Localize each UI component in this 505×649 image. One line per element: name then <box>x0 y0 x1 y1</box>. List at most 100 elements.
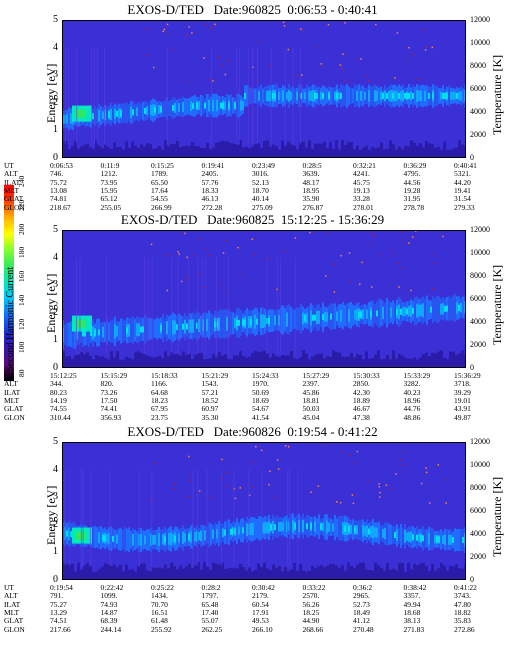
spectrogram-cell <box>290 91 292 101</box>
spectrogram-cell <box>185 566 188 580</box>
spectrogram-cell <box>372 525 374 539</box>
spectrogram-speck <box>171 49 173 51</box>
spectrogram-speck <box>173 483 176 485</box>
spectrogram-cell <box>264 314 266 328</box>
spectrogram-cell <box>152 534 154 545</box>
spectrogram-cell <box>254 143 257 158</box>
spectrogram-cell <box>80 569 83 580</box>
spectrogram-cell <box>98 531 100 544</box>
spectrogram-cell <box>374 354 377 368</box>
spectrogram-cell <box>224 101 226 110</box>
spectrogram-cell <box>398 92 400 99</box>
spectrogram-cell <box>318 310 320 324</box>
spectrogram-cell <box>142 326 144 333</box>
spectrogram-cell <box>170 143 173 158</box>
spectrogram-cell <box>263 562 266 580</box>
spectrogram-cell <box>206 358 209 368</box>
spectrogram-cell <box>275 355 278 368</box>
spectrogram-speck <box>185 34 188 36</box>
right-tick-label: 8000 <box>470 483 486 492</box>
spectrogram-stripe <box>204 257 206 355</box>
ephemeris-cell: 18.49 <box>353 607 370 617</box>
ephemeris-cell: 1099. <box>100 591 118 601</box>
spectrogram-cell <box>140 353 143 368</box>
y-tick-label: 1 <box>53 546 58 558</box>
spectrogram-cell <box>311 356 314 368</box>
spectrogram-cell <box>320 523 322 530</box>
spectrogram-cell <box>136 531 138 549</box>
ephemeris-cell: 64.68 <box>151 387 168 397</box>
spectrogram-cell <box>356 525 358 535</box>
spectrogram-cell <box>340 515 342 541</box>
spectrogram-speck <box>185 277 188 279</box>
spectrogram-cell <box>371 357 374 368</box>
spectrogram-cell <box>396 309 398 316</box>
spectrogram-cell <box>431 144 434 158</box>
ephemeris-cell: 0:33:22 <box>302 583 326 592</box>
spectrogram-cell <box>222 528 224 538</box>
panel-3: EXOS-D/TED Date:960826 0:19:54 - 0:41:22… <box>0 422 505 649</box>
spectrogram-speck <box>340 254 342 257</box>
ephemeris-row-label: ALT <box>4 169 18 179</box>
ephemeris-cell: 55.07 <box>201 616 219 626</box>
spectrogram <box>62 230 466 368</box>
spectrogram-cell <box>310 90 312 102</box>
ephemeris-cell: 2397. <box>302 379 320 389</box>
spectrogram-cell <box>89 355 92 368</box>
spectrogram-cell <box>176 140 179 158</box>
y-axis-label: Energy [eV] <box>44 63 58 123</box>
spectrogram-cell <box>366 525 368 538</box>
spectrogram-cell <box>428 143 431 158</box>
ephemeris-cell: 746. <box>50 169 64 179</box>
spectrogram-speck <box>187 496 190 498</box>
spectrogram-cell <box>400 523 402 548</box>
spectrogram-cell <box>86 563 89 580</box>
spectrogram-cell <box>398 353 401 368</box>
spectrogram-cell <box>398 563 401 580</box>
spectrogram-speck <box>442 235 444 238</box>
spectrogram-cell <box>234 102 236 109</box>
spectrogram-cell <box>128 527 130 553</box>
spectrogram-cell <box>278 149 281 158</box>
spectrogram-cell <box>407 562 410 580</box>
spectrogram-cell <box>380 142 383 158</box>
spectrogram-cell <box>449 351 452 368</box>
spectrogram-speck <box>199 491 201 494</box>
spectrogram-cell <box>116 534 118 544</box>
spectrogram-cell <box>89 566 92 580</box>
spectrogram-speck <box>414 230 417 232</box>
y-tick-label: 0 <box>53 152 58 163</box>
y-tick-label: 4 <box>53 41 58 53</box>
spectrogram-cell <box>160 106 162 113</box>
spectrogram-cell <box>143 563 146 580</box>
spectrogram-cell <box>378 521 380 545</box>
spectrogram-cell <box>272 92 274 99</box>
spectrogram-cell <box>126 528 128 551</box>
spectrogram-cell <box>266 140 269 158</box>
spectrogram-cell <box>288 90 290 102</box>
spectrogram-speck <box>287 48 290 51</box>
spectrogram-cell <box>134 318 136 342</box>
spectrogram-cell <box>335 351 338 368</box>
spectrogram-cell <box>378 87 380 104</box>
ephemeris-cell: 15:15:29 <box>100 371 128 380</box>
spectrogram-cell <box>455 564 458 580</box>
spectrogram-speck <box>186 81 188 83</box>
ephemeris-table: UT 15:12:25 15:15:29 15:18:33 15:21:29 15:24:… <box>0 371 505 432</box>
spectrogram-cell <box>164 318 166 338</box>
spectrogram-speck <box>379 491 381 494</box>
spectrogram-cell <box>264 86 266 106</box>
spectrogram-speck <box>234 497 237 500</box>
ephemeris-cell: 244.14 <box>100 624 122 634</box>
spectrogram-stripe <box>93 47 95 145</box>
spectrogram-cell <box>329 563 332 580</box>
spectrogram-cell <box>302 350 305 368</box>
spectrogram-cell <box>324 86 326 106</box>
spectrogram-speck <box>445 479 447 481</box>
spectrogram-speck <box>294 237 297 239</box>
spectrogram-cell <box>281 571 284 580</box>
spectrogram-speck <box>150 498 152 501</box>
spectrogram-speck <box>191 32 193 34</box>
spectrogram-cell <box>318 514 320 539</box>
spectrogram-cell <box>316 518 318 535</box>
